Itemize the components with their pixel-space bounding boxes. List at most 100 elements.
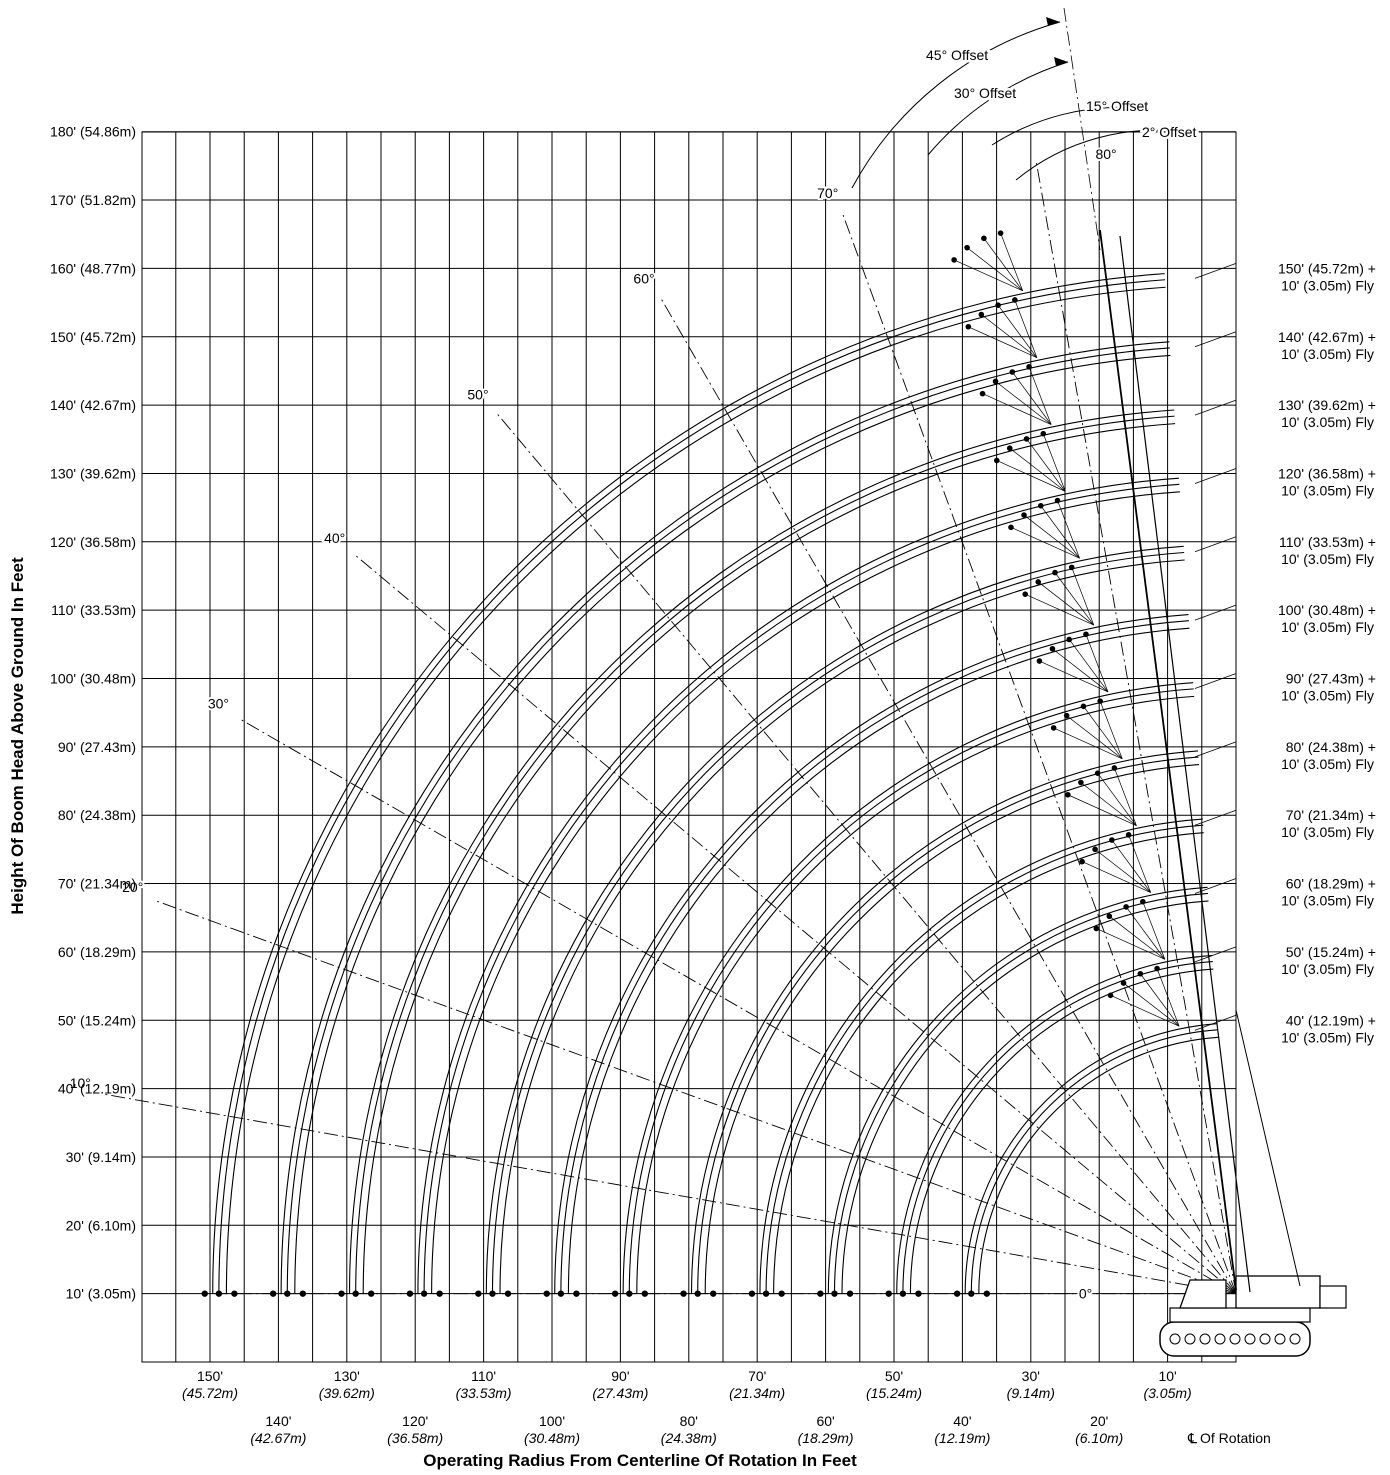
fly-dot: [979, 390, 986, 397]
angle-label-70: 70°: [817, 185, 838, 201]
fly-dot: [1063, 712, 1070, 719]
fly-config-part: Fly: [1351, 893, 1374, 909]
fly-dot: [1097, 698, 1103, 704]
boom-config-part: (27.43m): [1308, 671, 1364, 687]
fly-dot: [981, 235, 987, 242]
y-tick-feet: 180': [50, 124, 80, 140]
boom-arc: [622, 682, 1194, 1294]
fly-config-label: 10' (3.05m) Fly: [1281, 277, 1374, 293]
fly-dot: [1111, 765, 1118, 771]
fly-dot: [1040, 430, 1047, 437]
boom-arc: [902, 961, 1213, 1294]
x-tick-label: 150': [197, 1368, 223, 1384]
boom-config-part: +: [1364, 602, 1376, 618]
fly-dot: [1021, 512, 1027, 518]
boom-config-part: +: [1364, 260, 1376, 276]
x-tick-label: 10': [1158, 1368, 1176, 1384]
boom-config-part: (24.38m): [1308, 739, 1364, 755]
fly-dot: [1006, 445, 1013, 452]
boom-config-part: 110': [1279, 534, 1308, 550]
boom-config-part: (45.72m): [1308, 260, 1364, 276]
fly-dot: [1125, 832, 1132, 838]
boom-base-dot: [626, 1290, 633, 1297]
angle-line-60: [661, 298, 1237, 1294]
fly-line: [997, 304, 1038, 358]
fly-dot: [964, 244, 970, 251]
crawler-track: [1159, 1321, 1311, 1357]
y-tick-feet: 50': [58, 1012, 80, 1028]
fly-dot: [1078, 779, 1084, 786]
tip-guide: [1194, 399, 1237, 416]
boom-config-part: 120': [1278, 465, 1308, 481]
x-tick-metric: (42.67m): [250, 1430, 306, 1446]
grid: [141, 131, 1237, 1363]
x-tick-label: 70': [748, 1368, 766, 1384]
y-tick-metric: (33.53m): [80, 602, 136, 618]
fly-config-part: Fly: [1351, 688, 1374, 704]
boom-config-label: 60' (18.29m) +: [1286, 876, 1376, 892]
boom-base-dot: [504, 1290, 512, 1297]
x-tick-label: 50': [885, 1368, 903, 1384]
tip-guide: [1194, 946, 1237, 963]
fly-dot: [1008, 524, 1014, 531]
y-tick-metric: (15.24m): [80, 1012, 136, 1028]
x-tick-metric: (15.24m): [866, 1385, 922, 1401]
fly-line: [1026, 438, 1066, 492]
y-tick-feet: 170': [50, 192, 80, 208]
fly-config-part: (3.05m): [1303, 619, 1351, 635]
boom-config-label: 50' (15.24m) +: [1286, 944, 1376, 960]
x-tick-metric: (30.48m): [524, 1430, 580, 1446]
boom-arc: [491, 551, 1185, 1294]
tip-guide: [1194, 809, 1237, 826]
fly-config-label: 10' (3.05m) Fly: [1281, 414, 1374, 430]
fly-dot: [1120, 980, 1127, 986]
y-tick-metric: (39.62m): [80, 465, 136, 481]
tip-guide: [1194, 604, 1237, 621]
x-tick-label: 20': [1090, 1413, 1108, 1429]
fly-config-part: 10': [1281, 824, 1303, 840]
y-tick-label: 150' (45.72m): [50, 329, 136, 345]
boom-base-dot: [573, 1290, 580, 1297]
boom-arc: [697, 756, 1199, 1294]
fly-line: [1110, 995, 1180, 1027]
fly-line: [1156, 968, 1180, 1027]
y-tick-feet: 40': [58, 1081, 80, 1097]
fly-line: [966, 247, 1023, 292]
fly-dot: [1022, 591, 1029, 597]
y-tick-metric: (48.77m): [80, 260, 136, 276]
boom-base-dot: [557, 1290, 565, 1297]
x-tick-label: 140': [265, 1413, 291, 1429]
fly-config-part: Fly: [1351, 277, 1374, 293]
fly-dot: [992, 378, 999, 385]
y-tick-metric: (51.82m): [80, 192, 136, 208]
fly-line: [953, 259, 1023, 292]
offset-arrowhead: [1126, 103, 1140, 112]
track-roller: [1199, 1333, 1211, 1345]
y-tick-label: 90' (27.43m): [58, 739, 136, 755]
fly-line: [1038, 581, 1095, 626]
boom-base-dot: [968, 1290, 975, 1297]
y-tick-feet: 80': [58, 807, 80, 823]
fly-config-part: (3.05m): [1303, 414, 1351, 430]
boom-arcs: [201, 230, 1237, 1297]
boom-config-part: (18.29m): [1308, 876, 1364, 892]
angle-label-20: 20°: [122, 879, 143, 895]
y-tick-label: 10' (3.05m): [66, 1286, 136, 1302]
fly-config-part: (3.05m): [1303, 551, 1351, 567]
fly-config-part: (3.05m): [1303, 346, 1351, 362]
y-tick-metric: (27.43m): [80, 739, 136, 755]
fly-config-part: 10': [1281, 551, 1303, 567]
fly-line: [1053, 727, 1123, 760]
fly-dot: [1107, 992, 1114, 999]
boom-arc: [348, 409, 1175, 1294]
offset-label: 30° Offset: [954, 85, 1016, 101]
y-tick-label: 110' (33.53m): [51, 602, 136, 618]
fly-dot: [1054, 497, 1061, 504]
boom-arc: [909, 968, 1214, 1294]
angle-label-0: 0°: [1079, 1286, 1092, 1302]
y-tick-label: 50' (15.24m): [58, 1012, 136, 1028]
fly-dot: [1037, 502, 1044, 509]
fly-dot: [1068, 564, 1075, 571]
fly-config-part: Fly: [1351, 414, 1374, 430]
y-tick-feet: 160': [50, 260, 80, 276]
